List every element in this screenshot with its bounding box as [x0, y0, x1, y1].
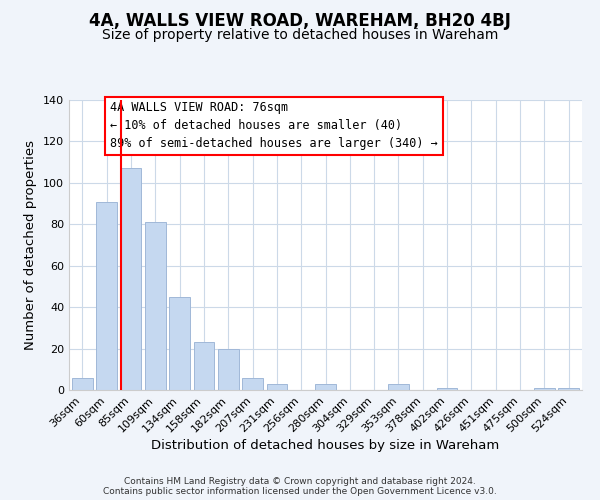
Bar	[558, 388, 579, 390]
Bar	[218, 348, 239, 390]
Bar	[145, 222, 166, 390]
Bar	[169, 297, 190, 390]
Bar	[194, 342, 214, 390]
Text: Size of property relative to detached houses in Wareham: Size of property relative to detached ho…	[102, 28, 498, 42]
Text: Contains HM Land Registry data © Crown copyright and database right 2024.: Contains HM Land Registry data © Crown c…	[124, 477, 476, 486]
Bar	[266, 384, 287, 390]
Bar	[72, 378, 93, 390]
Bar	[388, 384, 409, 390]
Bar	[315, 384, 336, 390]
Bar	[121, 168, 142, 390]
Text: 4A, WALLS VIEW ROAD, WAREHAM, BH20 4BJ: 4A, WALLS VIEW ROAD, WAREHAM, BH20 4BJ	[89, 12, 511, 30]
X-axis label: Distribution of detached houses by size in Wareham: Distribution of detached houses by size …	[151, 440, 500, 452]
Bar	[534, 388, 554, 390]
Y-axis label: Number of detached properties: Number of detached properties	[25, 140, 37, 350]
Text: Contains public sector information licensed under the Open Government Licence v3: Contains public sector information licen…	[103, 487, 497, 496]
Bar	[97, 202, 117, 390]
Bar	[437, 388, 457, 390]
Text: 4A WALLS VIEW ROAD: 76sqm
← 10% of detached houses are smaller (40)
89% of semi-: 4A WALLS VIEW ROAD: 76sqm ← 10% of detac…	[110, 102, 438, 150]
Bar	[242, 378, 263, 390]
